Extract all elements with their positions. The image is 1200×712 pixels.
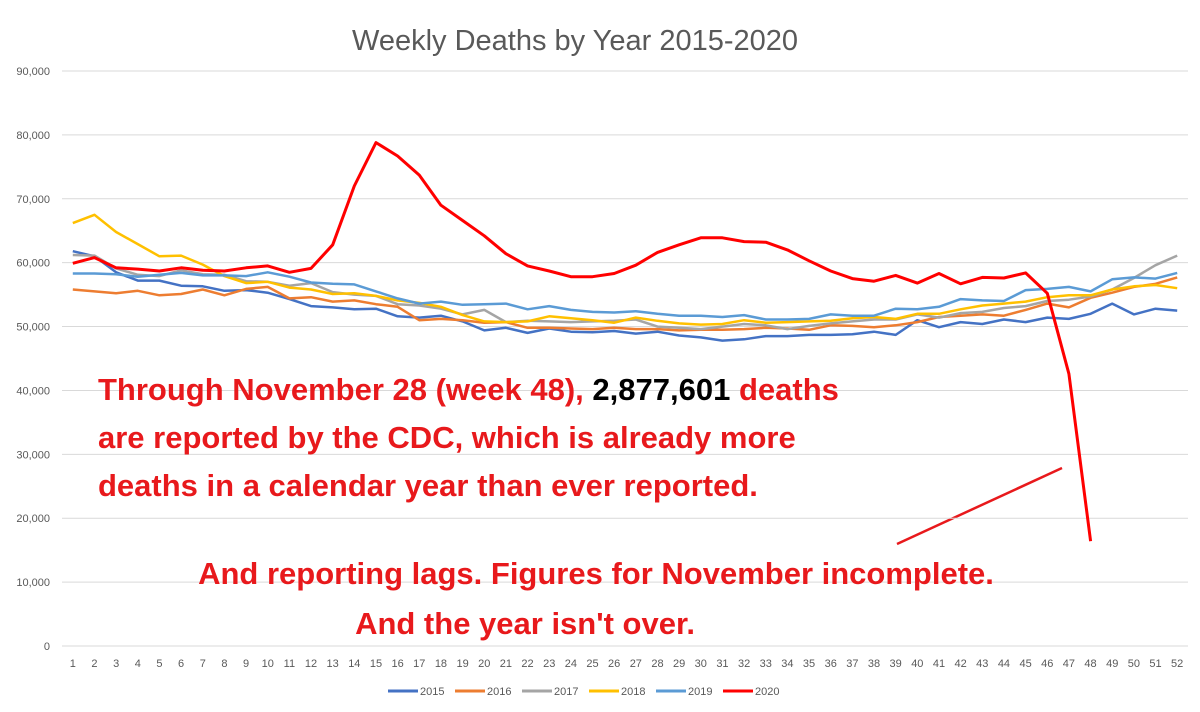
x-tick-label: 49: [1106, 658, 1118, 670]
x-tick-label: 31: [716, 658, 728, 670]
x-tick-label: 39: [890, 658, 902, 670]
x-tick-label: 16: [392, 658, 404, 670]
x-tick-label: 41: [933, 658, 945, 670]
x-tick-label: 10: [262, 658, 274, 670]
x-tick-label: 6: [178, 658, 184, 670]
x-tick-label: 33: [760, 658, 772, 670]
x-tick-label: 34: [781, 658, 793, 670]
x-tick-label: 19: [456, 658, 468, 670]
x-tick-label: 44: [998, 658, 1010, 670]
x-tick-label: 8: [221, 658, 227, 670]
y-tick-label: 40,000: [16, 385, 50, 397]
annotation-part: are reported by the CDC, which is alread…: [98, 420, 796, 455]
y-tick-label: 80,000: [16, 130, 50, 142]
annotation-part: deaths: [730, 372, 839, 407]
annotation: deaths in a calendar year than ever repo…: [98, 468, 758, 503]
x-tick-label: 32: [738, 658, 750, 670]
y-tick-label: 90,000: [16, 66, 50, 78]
x-tick-label: 5: [156, 658, 162, 670]
x-tick-label: 2: [91, 658, 97, 670]
x-tick-label: 3: [113, 658, 119, 670]
x-tick-label: 45: [1019, 658, 1031, 670]
series-line: [72, 141, 1093, 542]
x-tick-label: 13: [327, 658, 339, 670]
x-tick-label: 48: [1084, 658, 1096, 670]
x-tick-label: 1: [70, 658, 76, 670]
x-tick-label: 50: [1128, 658, 1140, 670]
y-tick-label: 10,000: [16, 577, 50, 589]
x-tick-label: 21: [500, 658, 512, 670]
legend-label: 2016: [487, 686, 511, 698]
x-tick-label: 18: [435, 658, 447, 670]
y-tick-label: 70,000: [16, 194, 50, 206]
x-tick-label: 20: [478, 658, 490, 670]
x-tick-label: 36: [825, 658, 837, 670]
y-tick-label: 50,000: [16, 322, 50, 334]
x-tick-label: 14: [348, 658, 360, 670]
x-tick-label: 42: [955, 658, 967, 670]
x-tick-label: 52: [1171, 658, 1183, 670]
series-line: [72, 271, 1178, 321]
x-tick-label: 15: [370, 658, 382, 670]
legend-label: 2019: [688, 686, 712, 698]
annotation-part: Through November 28 (week 48),: [98, 372, 592, 407]
x-tick-label: 12: [305, 658, 317, 670]
x-tick-label: 43: [976, 658, 988, 670]
legend-label: 2018: [621, 686, 645, 698]
x-tick-label: 26: [608, 658, 620, 670]
x-tick-label: 35: [803, 658, 815, 670]
x-tick-label: 24: [565, 658, 577, 670]
y-tick-label: 0: [44, 641, 50, 653]
annotation-part: 2,877,601: [592, 372, 730, 407]
series-line: [72, 249, 1178, 342]
annotation: Through November 28 (week 48), 2,877,601…: [98, 372, 839, 407]
x-tick-label: 28: [651, 658, 663, 670]
x-tick-label: 51: [1149, 658, 1161, 670]
x-tick-label: 17: [413, 658, 425, 670]
x-tick-label: 30: [695, 658, 707, 670]
x-tick-label: 38: [868, 658, 880, 670]
annotation-part: And reporting lags. Figures for November…: [198, 556, 994, 591]
y-tick-label: 60,000: [16, 258, 50, 270]
chart-title: Weekly Deaths by Year 2015-2020: [352, 25, 798, 57]
legend-label: 2017: [554, 686, 578, 698]
x-tick-label: 47: [1063, 658, 1075, 670]
legend-label: 2015: [420, 686, 444, 698]
x-tick-label: 25: [586, 658, 598, 670]
x-tick-label: 9: [243, 658, 249, 670]
x-tick-label: 11: [284, 658, 295, 670]
x-tick-label: 4: [135, 658, 141, 670]
series-line: [72, 213, 1178, 326]
annotation-part: And the year isn't over.: [355, 606, 695, 641]
legend-label: 2020: [755, 686, 779, 698]
x-tick-label: 40: [911, 658, 923, 670]
annotation-arrow: [896, 466, 1063, 546]
annotation-part: deaths in a calendar year than ever repo…: [98, 468, 758, 503]
y-tick-label: 20,000: [16, 513, 50, 525]
y-tick-label: 30,000: [16, 449, 50, 461]
x-tick-label: 7: [200, 658, 206, 670]
series-line: [72, 276, 1178, 332]
x-tick-label: 29: [673, 658, 685, 670]
x-tick-label: 46: [1041, 658, 1053, 670]
x-tick-label: 27: [630, 658, 642, 670]
annotation: are reported by the CDC, which is alread…: [98, 420, 796, 455]
annotation: And reporting lags. Figures for November…: [198, 556, 994, 591]
x-tick-label: 37: [846, 658, 858, 670]
x-tick-label: 22: [521, 658, 533, 670]
x-tick-label: 23: [543, 658, 555, 670]
annotation: And the year isn't over.: [355, 606, 695, 641]
